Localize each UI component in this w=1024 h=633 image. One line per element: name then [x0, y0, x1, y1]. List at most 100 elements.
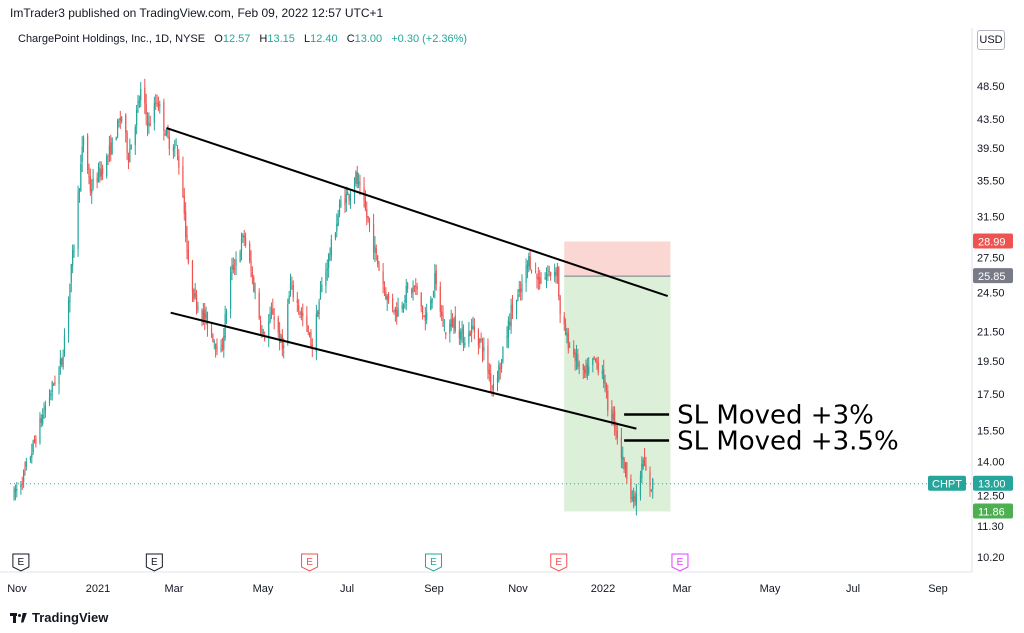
- candles: [13, 78, 654, 516]
- candle-body: [507, 320, 509, 338]
- candle-body: [441, 311, 443, 316]
- candle-body: [415, 285, 417, 287]
- candle-body: [165, 129, 168, 135]
- candle-body: [273, 316, 275, 320]
- candle-body: [566, 332, 568, 336]
- candle-body: [367, 216, 369, 220]
- candle-body: [375, 248, 377, 254]
- candle-body: [289, 283, 292, 294]
- candle-body: [299, 311, 301, 315]
- price-tag-bg: [973, 475, 1013, 491]
- candle-body: [535, 271, 537, 273]
- candle-body: [652, 478, 654, 490]
- candle-body: [372, 223, 375, 253]
- candle-body: [197, 306, 199, 311]
- candle-body: [136, 109, 138, 126]
- candle-body: [616, 431, 618, 438]
- candle-body: [530, 269, 533, 272]
- currency-button[interactable]: USD: [977, 30, 1005, 50]
- time-tick-label: Mar: [165, 583, 184, 595]
- time-tick-label: Nov: [508, 583, 528, 595]
- candle-body: [357, 181, 360, 184]
- candle-body: [270, 311, 273, 313]
- earnings-event-marker: [550, 553, 568, 572]
- candle-body: [472, 325, 474, 329]
- candle-body: [67, 300, 70, 334]
- candle-body: [244, 237, 247, 246]
- candle-body: [449, 323, 451, 334]
- candle-body: [281, 335, 283, 349]
- candle-body: [631, 497, 633, 500]
- candle-body: [146, 115, 149, 127]
- candle-body: [175, 144, 177, 146]
- candle-body: [404, 300, 406, 303]
- candle-body: [262, 331, 264, 334]
- candle-body: [167, 126, 169, 138]
- candle-body: [511, 304, 514, 312]
- candle-body: [575, 353, 578, 361]
- candle-body: [634, 493, 636, 503]
- open-label: O: [214, 33, 223, 45]
- candle-body: [348, 194, 350, 200]
- candle-body: [292, 285, 294, 298]
- candle-body: [212, 333, 214, 342]
- close-label: C: [346, 33, 355, 45]
- symbol-tag-label: CHPT: [932, 479, 962, 491]
- candle-body: [111, 137, 113, 154]
- candle-body: [61, 357, 63, 365]
- candle-body: [344, 198, 346, 206]
- candle-body: [578, 364, 580, 366]
- candle-body: [382, 271, 384, 285]
- candle-body: [153, 103, 155, 123]
- candle-body: [385, 291, 387, 300]
- candle-body: [355, 172, 357, 184]
- candle-body: [488, 369, 490, 375]
- candle-body: [529, 256, 531, 270]
- candle-body: [317, 311, 319, 317]
- candle-body: [193, 289, 195, 300]
- earnings-event-marker: [424, 553, 442, 572]
- candle-body: [279, 330, 281, 344]
- candle-body: [225, 311, 228, 315]
- candle-body: [564, 324, 567, 336]
- candle-body: [613, 411, 616, 427]
- candle-body: [298, 305, 300, 311]
- price-tag-bg: [973, 233, 1013, 249]
- candle-body: [223, 335, 225, 350]
- candle-body: [31, 453, 33, 458]
- price-tick-label: 14.00: [977, 456, 1005, 468]
- candle-body: [221, 344, 224, 347]
- candle-body: [129, 148, 131, 162]
- candle-body: [240, 239, 243, 252]
- candle-body: [633, 495, 635, 501]
- candle-body: [96, 177, 98, 183]
- candle-body: [296, 299, 298, 303]
- candle-body: [329, 254, 331, 257]
- candle-body: [250, 259, 252, 272]
- candle-body: [191, 261, 194, 292]
- candle-body: [412, 287, 414, 292]
- candle-body: [502, 347, 504, 362]
- candle-body: [588, 366, 590, 374]
- candle-body: [612, 413, 614, 420]
- earnings-event-marker: [145, 553, 163, 572]
- candle-body: [107, 155, 109, 157]
- candle-body: [540, 281, 542, 283]
- candle-body: [137, 101, 139, 107]
- candle-body: [483, 346, 485, 352]
- target-zone: [564, 276, 671, 512]
- candle-body: [72, 250, 74, 266]
- candle-body: [510, 305, 512, 327]
- candle-body: [597, 362, 599, 373]
- candle-body: [605, 383, 608, 391]
- candle-body: [48, 396, 51, 404]
- candle-body: [377, 255, 379, 265]
- candle-body: [641, 464, 643, 479]
- price-tick-label: 19.50: [977, 356, 1005, 368]
- candle-body: [205, 314, 207, 319]
- symbol-legend: ChargePoint Holdings, Inc., 1D, NYSE O12…: [18, 33, 467, 45]
- candle-body: [44, 406, 47, 411]
- footer: TradingView: [10, 610, 108, 625]
- candle-body: [269, 313, 271, 323]
